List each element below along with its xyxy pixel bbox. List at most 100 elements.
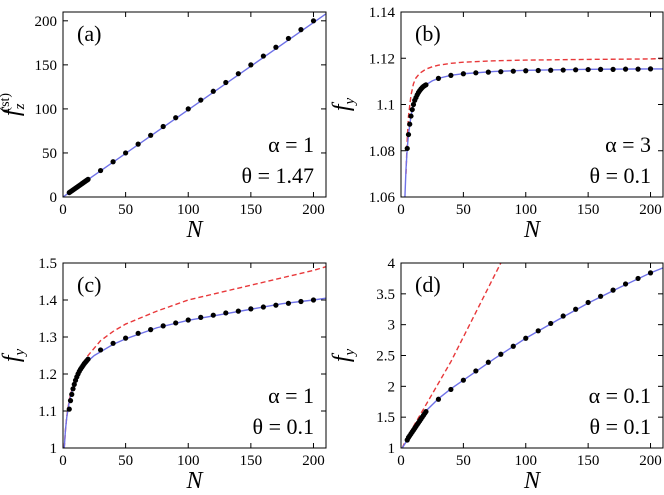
y-axis-label: fz(st) — [0, 93, 28, 117]
plot-area — [401, 263, 663, 448]
panel-c: 0 50 100 150 200 1 1.1 1.2 1.3 1.4 1.5 Nfy (c) α = 1 θ… — [0, 256, 327, 494]
data-point — [148, 327, 154, 333]
series-numerics — [404, 66, 654, 152]
data-point — [198, 97, 204, 103]
data-point — [70, 386, 76, 392]
data-point — [223, 310, 229, 316]
panel-label: (c) — [77, 272, 101, 297]
panel-label: (d) — [415, 272, 441, 297]
y-tick-label: 1.5 — [376, 410, 395, 426]
series-numerics — [66, 18, 317, 196]
y-tick-label: 4 — [388, 256, 396, 272]
data-point — [85, 176, 91, 182]
data-point — [173, 320, 179, 326]
x-tick-label: 200 — [639, 453, 662, 469]
data-point — [560, 67, 566, 73]
plot-area — [404, 57, 663, 197]
y-axis-label: fy — [0, 349, 28, 363]
data-point — [235, 308, 241, 314]
x-tick-label: 0 — [397, 202, 405, 218]
data-point — [173, 115, 179, 121]
parameter-label: θ = 1.47 — [242, 163, 314, 188]
data-point — [409, 106, 415, 113]
x-tick-label: 50 — [118, 453, 133, 469]
x-tick-label: 50 — [118, 202, 133, 218]
axes-frame — [62, 262, 327, 449]
data-point — [610, 66, 616, 72]
y-tick-label: 1.06 — [369, 190, 396, 206]
data-point — [460, 377, 466, 383]
y-tick-label: 2 — [388, 379, 396, 395]
y-axis-label: fy — [329, 98, 358, 112]
data-point — [473, 368, 479, 374]
data-point — [510, 68, 516, 74]
data-point — [69, 391, 75, 397]
y-tick-label: 1.4 — [38, 293, 57, 309]
series-numerics — [404, 270, 654, 443]
x-axis-label: N — [185, 468, 204, 494]
data-point — [585, 299, 591, 306]
y-tick-label: 3 — [388, 318, 396, 334]
data-point — [260, 304, 266, 310]
panel-d: 0 50 100 150 200 1 1.5 2 2.5 3 3.5 4 Nfy (d) α = 0.1 θ … — [329, 256, 664, 494]
data-point — [560, 313, 566, 319]
data-point — [435, 396, 442, 402]
data-point — [185, 106, 191, 112]
plot-area — [63, 13, 326, 197]
data-point — [148, 132, 154, 138]
data-point — [423, 82, 429, 88]
x-tick-label: 200 — [302, 202, 325, 218]
data-point — [635, 275, 641, 282]
data-point — [298, 27, 304, 33]
data-point — [523, 335, 529, 341]
x-axis-label: N — [185, 217, 204, 243]
x-tick-label: 200 — [639, 202, 662, 218]
y-tick-label: 3.5 — [376, 287, 395, 303]
x-tick-label: 150 — [240, 202, 263, 218]
data-point — [498, 69, 504, 75]
y-tick-label: 1.2 — [38, 367, 57, 383]
data-point — [285, 300, 292, 306]
y-tick-label: 50 — [42, 146, 57, 162]
data-point — [66, 406, 72, 412]
y-tick-label: 1.1 — [376, 98, 395, 114]
y-tick-label: 1.14 — [369, 5, 396, 21]
panel-a: 0 50 100 150 200 0 50 100 150 200 Nfz(st) (a) α = 1 θ… — [0, 11, 327, 243]
data-point — [622, 281, 629, 287]
data-point — [160, 323, 166, 329]
data-point — [310, 297, 317, 303]
data-point — [460, 71, 466, 77]
data-point — [404, 145, 410, 152]
data-point — [248, 306, 254, 312]
y-tick-label: 2.5 — [376, 349, 395, 365]
data-point — [160, 123, 166, 130]
y-tick-label: 1.3 — [38, 330, 57, 346]
parameter-label: α = 1 — [268, 383, 314, 408]
data-point — [523, 68, 529, 74]
data-point — [598, 66, 604, 72]
data-point — [260, 53, 266, 59]
y-tick-label: 100 — [35, 102, 58, 118]
data-point — [298, 298, 304, 305]
y-axis-label: fy — [329, 349, 358, 363]
data-point — [405, 131, 412, 138]
data-point — [610, 287, 616, 293]
data-point — [135, 330, 141, 336]
data-point — [548, 67, 554, 73]
x-axis-label: N — [523, 217, 542, 243]
y-tick-label: 1.08 — [369, 144, 395, 160]
data-point — [67, 398, 74, 404]
x-tick-label: 0 — [59, 453, 67, 469]
data-point — [310, 18, 317, 24]
data-point — [273, 44, 279, 50]
data-point — [448, 386, 454, 393]
parameter-label: θ = 0.1 — [253, 414, 314, 439]
y-tick-label: 1.5 — [38, 256, 57, 272]
data-point — [408, 113, 414, 119]
data-point — [110, 340, 116, 346]
data-point — [123, 150, 129, 156]
y-tick-label: 1 — [50, 441, 58, 457]
x-tick-label: 100 — [515, 202, 538, 218]
data-point — [71, 381, 77, 387]
